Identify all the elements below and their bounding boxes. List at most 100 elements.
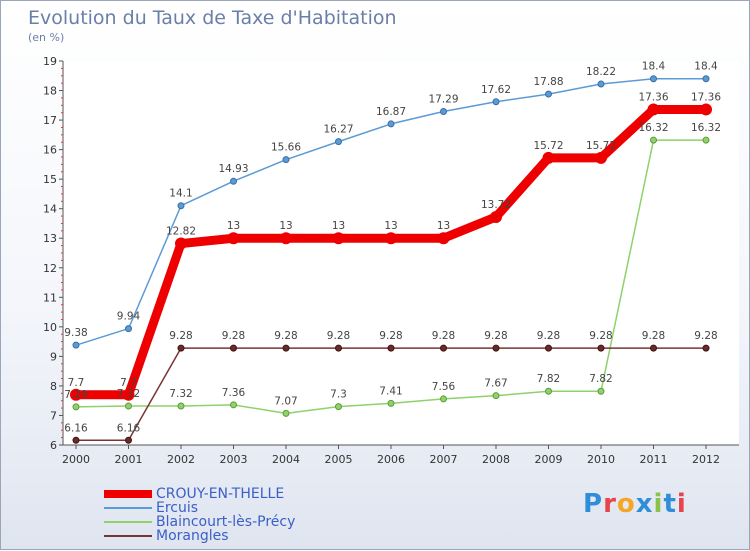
data-label-1: 17.29 [428,94,458,106]
series-point-3 [440,344,447,352]
y-tick-label: 12 [43,262,57,275]
data-label-2: 7.29 [64,389,87,401]
data-label-3: 9.28 [589,330,612,342]
y-tick-label: 16 [43,144,57,157]
series-point-2 [650,136,657,144]
series-point-1 [440,108,447,116]
series-point-0 [70,388,82,401]
data-label-1: 17.88 [533,76,563,88]
series-point-2 [125,402,132,410]
data-label-2: 7.82 [589,373,612,385]
legend-item-ercuis: Ercuis [104,501,295,515]
series-point-3 [387,344,395,352]
series-point-0 [227,232,240,245]
y-tick-label: 19 [43,55,57,68]
series-point-2 [177,402,185,410]
series-point-3 [230,344,237,352]
series-point-1 [282,156,290,164]
data-label-3: 9.28 [379,330,402,342]
legend-label-blaincourt: Blaincourt-lès-Précy [156,514,296,530]
series-point-0 [437,232,450,245]
series-point-1 [387,120,395,128]
chart-legend: CROUY-EN-THELLE Ercuis Blaincourt-lès-Pr… [104,487,295,543]
data-label-2: 7.3 [330,389,347,401]
x-tick-label: 2005 [325,453,353,466]
data-label-2: 7.07 [274,395,297,407]
logo-letter: i [653,489,664,519]
legend-swatch-ercuis [104,507,152,509]
series-point-1 [702,75,710,83]
series-point-3 [177,344,185,352]
data-label-3: 9.28 [327,330,350,342]
data-label-1: 9.94 [117,311,141,323]
series-point-1 [335,138,342,146]
data-label-0: 15.72 [533,140,563,152]
data-label-0: 13 [332,220,345,232]
legend-item-morangles: Morangles [104,529,295,543]
series-point-3 [125,436,132,444]
series-point-2 [702,136,710,144]
legend-label-crouy: CROUY-EN-THELLE [156,486,285,502]
data-label-1: 14.93 [218,163,248,175]
series-point-0 [332,232,345,245]
series-point-3 [335,344,342,352]
series-point-1 [72,341,80,349]
series-point-2 [440,395,447,403]
y-tick-label: 14 [43,203,57,216]
data-label-3: 9.28 [432,330,455,342]
data-label-2: 7.32 [117,388,140,400]
series-point-0 [385,232,397,245]
logo-letter: P [583,489,604,519]
data-label-1: 17.62 [481,84,511,96]
x-tick-label: 2001 [115,453,143,466]
data-label-3: 9.28 [169,330,192,342]
proxiti-logo: Proxiti [583,489,687,519]
data-label-1: 16.27 [323,124,353,136]
y-tick-label: 7 [50,409,57,422]
y-tick-label: 8 [50,380,57,393]
series-point-2 [282,409,290,417]
series-point-1 [650,75,657,83]
series-point-1 [125,325,132,333]
legend-swatch-crouy [104,490,152,498]
series-point-3 [282,344,290,352]
legend-label-ercuis: Ercuis [156,500,199,516]
data-label-2: 16.32 [691,122,721,134]
y-tick-label: 17 [43,114,57,127]
y-tick-label: 6 [50,439,57,452]
y-tick-label: 9 [50,350,57,363]
series-point-2 [72,403,80,411]
x-tick-label: 2007 [430,453,458,466]
data-label-1: 18.4 [642,61,666,73]
series-point-3 [545,344,552,352]
data-label-0: 13 [384,220,397,232]
data-label-3: 9.28 [274,330,297,342]
x-tick-label: 2011 [640,453,668,466]
series-point-1 [492,98,500,106]
data-label-1: 9.38 [64,327,87,339]
data-label-3: 9.28 [484,330,507,342]
series-point-2 [597,387,605,395]
data-label-0: 15.72 [586,140,616,152]
data-label-0: 13 [227,220,240,232]
series-point-0 [175,237,187,250]
x-tick-label: 2003 [220,453,248,466]
chart-unit: (en %) [28,31,65,44]
data-label-1: 18.22 [586,66,616,78]
chart-title: Evolution du Taux de Taxe d'Habitation [28,7,397,29]
y-tick-label: 18 [43,85,57,98]
x-tick-label: 2002 [167,453,195,466]
series-point-2 [492,392,500,400]
series-point-0 [647,103,660,116]
series-point-3 [702,344,710,352]
series-point-1 [545,90,552,98]
data-label-0: 13 [437,220,450,232]
data-label-2: 7.41 [379,385,402,397]
data-label-0: 7.7 [120,377,137,389]
logo-letter: x [635,489,654,519]
series-point-0 [595,151,607,164]
series-point-1 [597,80,605,88]
data-label-3: 6.16 [64,422,88,434]
